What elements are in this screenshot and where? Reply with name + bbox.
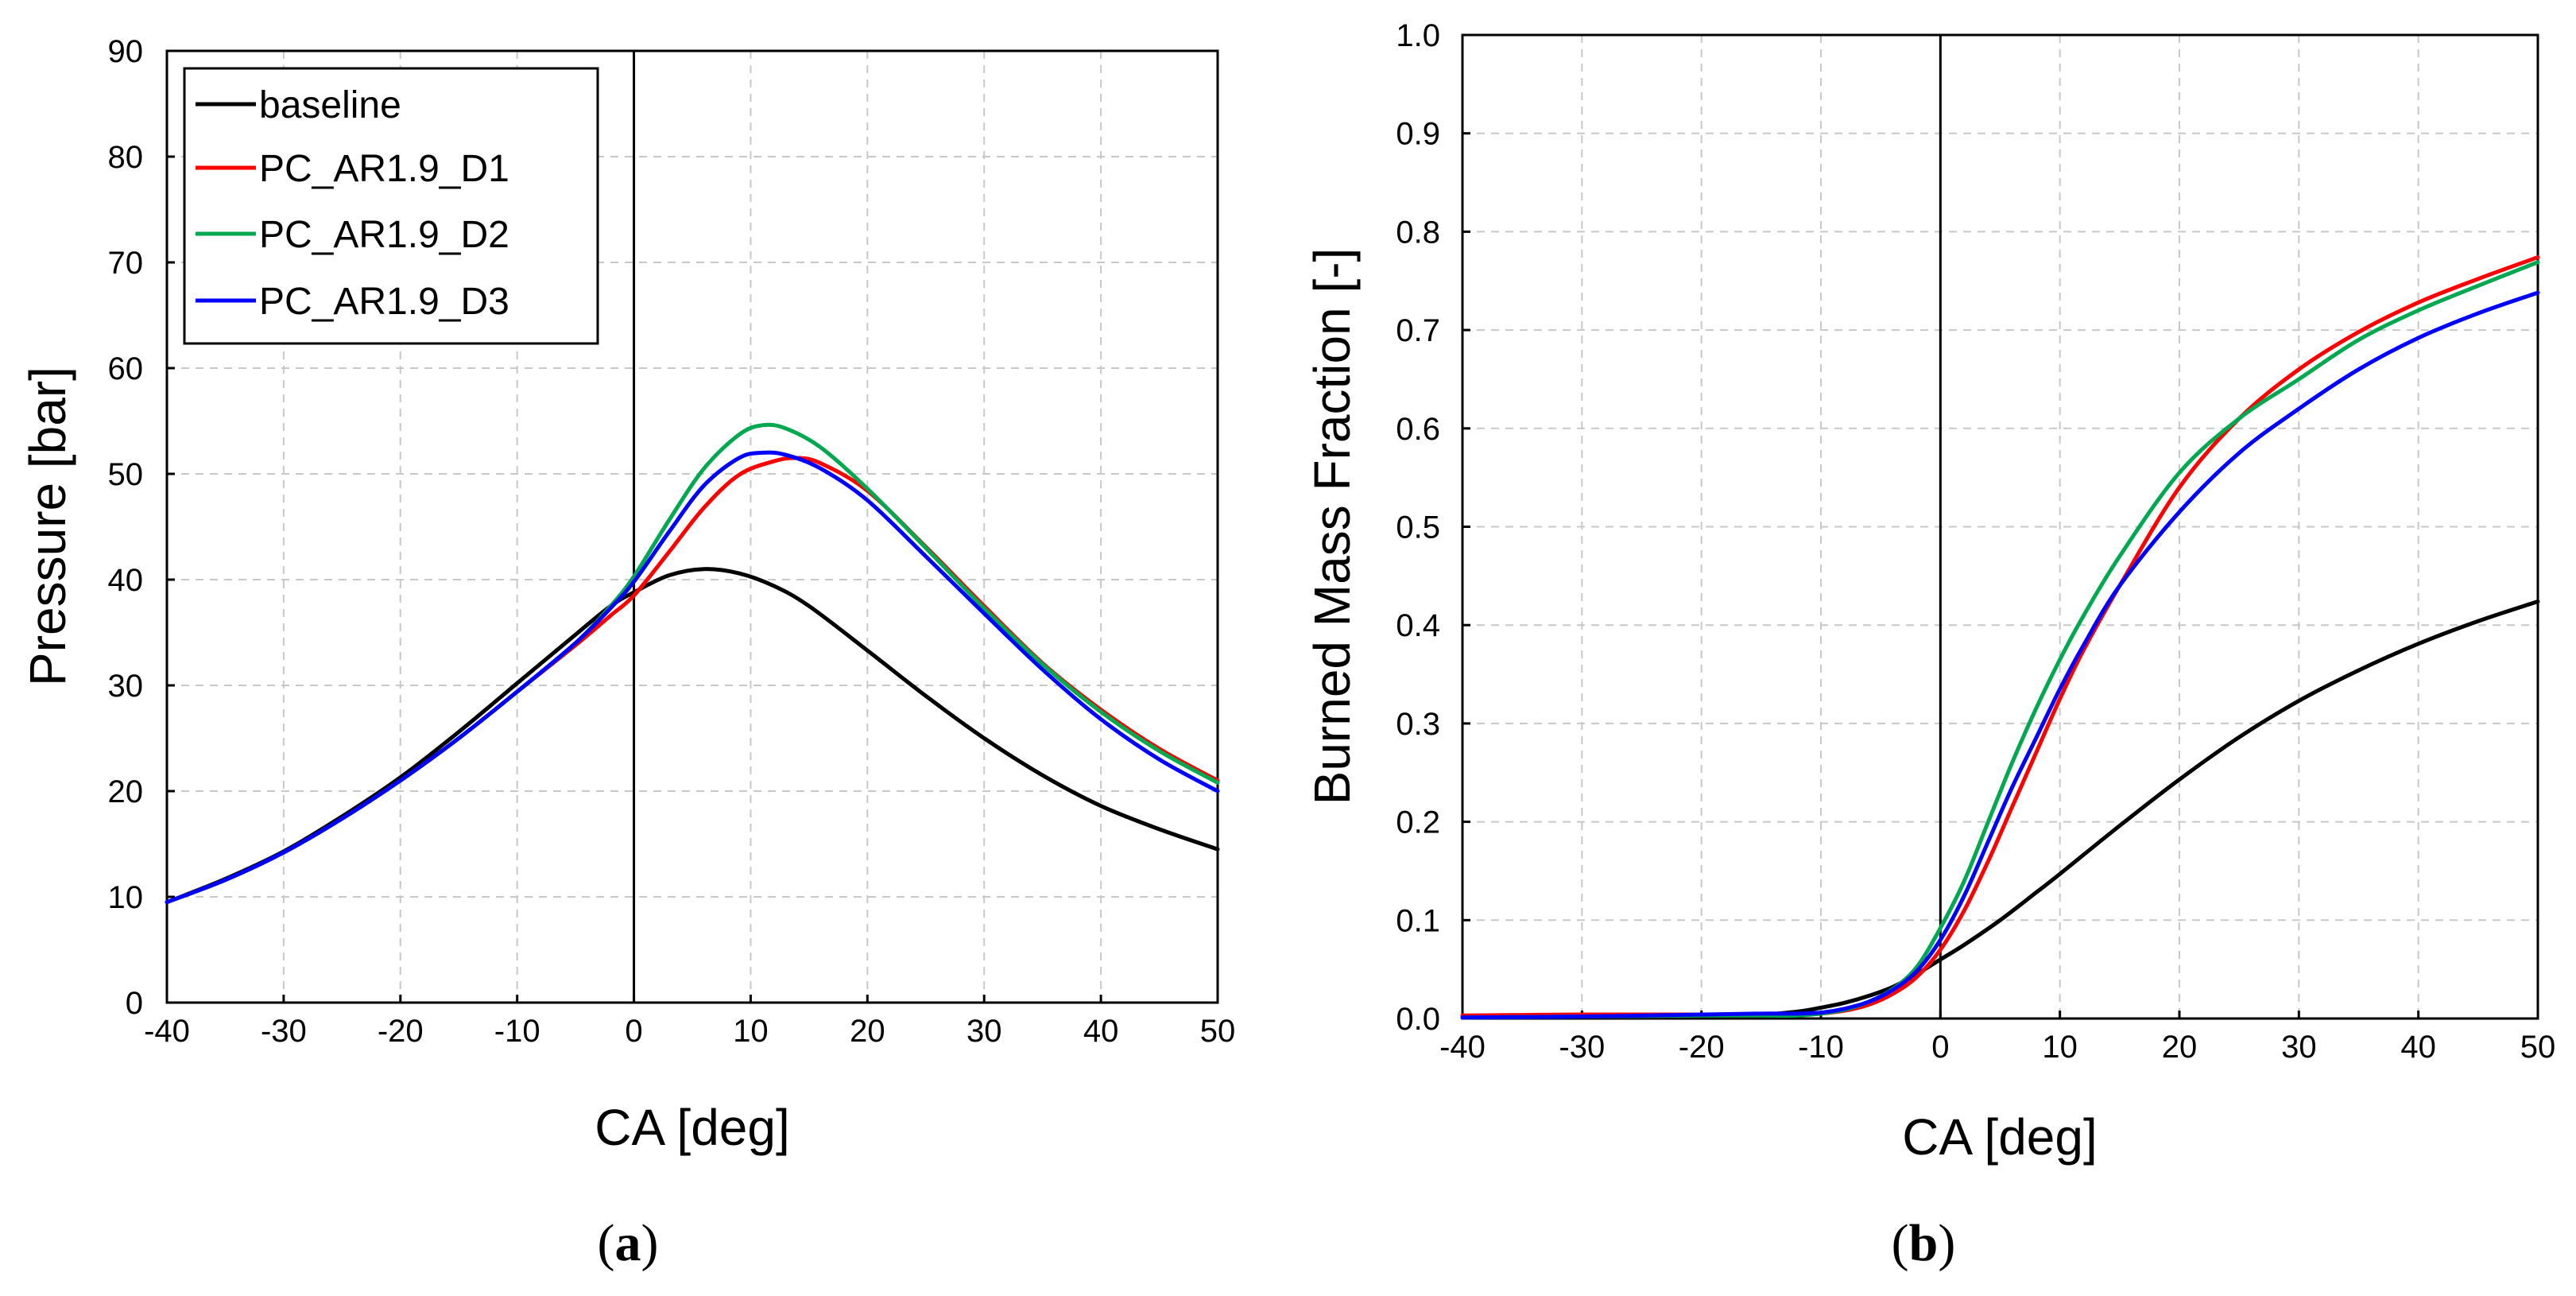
panel-a-ytick-label: 30 (108, 669, 144, 704)
panel-b-xtick-label: 10 (2042, 1030, 2078, 1065)
panel-b-ytick-label: 0.0 (1396, 1002, 1440, 1037)
panel-a-caption-letter: a (615, 1214, 641, 1272)
panel-b-ytick-label: 0.9 (1396, 117, 1440, 152)
panel-b-ytick-label: 0.7 (1396, 313, 1440, 348)
panel-b-ytick-label: 0.8 (1396, 215, 1440, 250)
panel-a-plot-frame (165, 49, 1219, 1004)
legend-label-baseline: baseline (259, 84, 401, 126)
panel-a-caption: (a) (598, 1214, 659, 1272)
panel-b-ytick-label: 0.6 (1396, 412, 1440, 447)
panel-a-xtick-label: -40 (144, 1014, 190, 1049)
panel-a-series (165, 422, 1220, 905)
legend-entry-d2: PC_AR1.9_D2 (196, 214, 509, 256)
panel-a-xtick-label: 30 (966, 1014, 1002, 1049)
panel-b-xtick-label: -20 (1679, 1030, 1725, 1065)
panel-b-grid (1462, 35, 2538, 1019)
panel-b-xtick-label: 20 (2162, 1030, 2198, 1065)
panel-b-ytick-label: 0.1 (1396, 903, 1440, 938)
panel-a-series-d3 (165, 450, 1220, 905)
panel-a-ytick-label: 90 (108, 34, 144, 69)
panel-b-caption-letter: b (1909, 1214, 1939, 1272)
panel-b-xtick-label: 0 (1931, 1030, 1949, 1065)
panel-a-ytick-label: 40 (108, 563, 144, 598)
panel-b-ylabel: Burned Mass Fraction [-] (1303, 248, 1361, 805)
panel-a-xtick-label: 40 (1083, 1014, 1119, 1049)
panel-b-ytick-label: 0.5 (1396, 510, 1440, 545)
panel-b-xtick-label: 30 (2281, 1030, 2317, 1065)
panel-a-ytick-label: 0 (126, 986, 143, 1021)
legend-entry-d1: PC_AR1.9_D1 (196, 148, 509, 190)
legend-entry-d3: PC_AR1.9_D3 (196, 281, 509, 323)
panel-b-caption: (b) (1892, 1214, 1956, 1272)
panel-a-xlabel: CA [deg] (595, 1099, 790, 1156)
panel-b-series (1460, 255, 2540, 1020)
panel-a-xtick-label: -10 (494, 1014, 540, 1049)
panel-a-ylabel: Pressure [bar] (19, 367, 76, 686)
panel-a-ytick-label: 10 (108, 880, 144, 915)
panel-a-pressure-chart: -40 -30 -20 -10 0 10 20 30 40 50 0 10 20 30 40 50 60 70 80… (19, 34, 1235, 1272)
panel-a-ticks: -40 -30 -20 -10 0 10 20 30 40 50 0 10 20 30 40 50 60 70 80… (108, 34, 1236, 1049)
panel-a-xtick-label: 0 (625, 1014, 642, 1049)
legend-box (183, 67, 599, 345)
legend-entry-baseline: baseline (196, 84, 401, 126)
panel-b-xtick-label: 40 (2400, 1030, 2436, 1065)
panel-b-xlabel: CA [deg] (1902, 1108, 2098, 1166)
panel-a-xtick-label: -20 (378, 1014, 424, 1049)
panel-a-xtick-label: 10 (733, 1014, 769, 1049)
panel-b-series-d1 (1460, 255, 2540, 1018)
panel-a-xtick-label: 50 (1200, 1014, 1236, 1049)
panel-a-series-baseline (165, 567, 1220, 905)
panel-b-series-d3 (1460, 290, 2540, 1020)
panel-b-xtick-label: -10 (1798, 1030, 1844, 1065)
panel-a-ytick-label: 80 (108, 140, 144, 175)
panel-b-ytick-label: 0.3 (1396, 707, 1440, 742)
panel-a-ytick-label: 20 (108, 774, 144, 809)
panel-b-series-d2 (1460, 260, 2540, 1020)
panel-a-ytick-label: 60 (108, 351, 144, 386)
legend: baseline PC_AR1.9_D1 PC_AR1.9_D2 PC_AR1.… (183, 67, 599, 345)
panel-b-ytick-label: 1.0 (1396, 18, 1440, 53)
panel-b-ytick-label: 0.4 (1396, 608, 1440, 643)
panel-a-xtick-label: -30 (261, 1014, 307, 1049)
legend-label-d3: PC_AR1.9_D3 (259, 281, 509, 323)
panel-a-ytick-label: 70 (108, 246, 144, 281)
panel-b-xtick-label: -40 (1439, 1030, 1486, 1065)
legend-label-d1: PC_AR1.9_D1 (259, 148, 509, 190)
panel-b-ticks: -40 -30 -20 -10 0 10 20 30 40 50 0.0 0.1 0.2 0.3 0.4 0.… (1396, 18, 2555, 1065)
panel-b-xtick-label: -30 (1559, 1030, 1605, 1065)
panel-b-ytick-label: 0.2 (1396, 805, 1440, 840)
legend-label-d2: PC_AR1.9_D2 (259, 214, 509, 256)
panel-a-ytick-label: 50 (108, 457, 144, 492)
panel-b-xtick-label: 50 (2520, 1030, 2556, 1065)
panel-b-burned-mass-chart: -40 -30 -20 -10 0 10 20 30 40 50 0.0 0.1 0.2 0.3 0.4 0.… (1303, 18, 2555, 1272)
panel-a-xtick-label: 20 (850, 1014, 885, 1049)
